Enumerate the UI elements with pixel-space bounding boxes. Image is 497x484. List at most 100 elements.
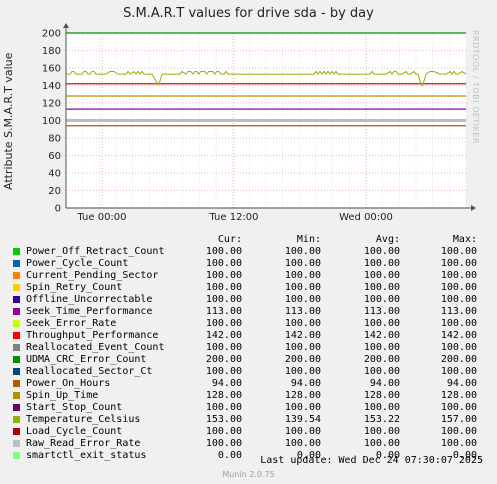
legend-cur-value: 100.00 [205, 258, 242, 269]
x-tick-label: Wed 00:00 [339, 212, 393, 223]
legend-cur-value: 100.00 [205, 366, 242, 377]
legend-avg-value: 100.00 [363, 402, 400, 413]
legend-swatch [13, 404, 20, 411]
x-tick-label: Tue 00:00 [76, 212, 126, 223]
legend-avg-value: 100.00 [363, 438, 400, 449]
series-line-temperature [66, 70, 467, 87]
legend-max-value: 100.00 [440, 438, 477, 449]
legend-swatch [13, 452, 20, 459]
legend-min-value: 200.00 [284, 354, 321, 365]
legend-row: Reallocated_Event_Count 100.00 100.00 100.0… [12, 342, 492, 354]
legend-row: Temperature_Celsius 153.00 139.54 153.22 157… [12, 414, 492, 426]
legend-swatch [13, 440, 20, 447]
legend-avg-value: 100.00 [363, 258, 400, 269]
legend-series-name: Spin_Retry_Count [26, 282, 123, 293]
legend-swatch [13, 416, 20, 423]
legend-min-value: 100.00 [284, 402, 321, 413]
legend-row: Start_Stop_Count 100.00 100.00 100.00 100.00 [12, 402, 492, 414]
legend-cur-value: 94.00 [211, 378, 242, 389]
legend-series-name: Power_Off_Retract_Count [26, 246, 165, 257]
legend-avg-value: 100.00 [363, 246, 400, 257]
legend-max-value: 100.00 [440, 342, 477, 353]
legend-min-value: 100.00 [284, 342, 321, 353]
legend-header-avg: Avg: [375, 234, 400, 245]
legend-cur-value: 100.00 [205, 402, 242, 413]
legend-row: Throughput_Performance 142.00 142.00 142.00… [12, 330, 492, 342]
legend-cur-value: 153.00 [205, 414, 242, 425]
legend-min-value: 142.00 [284, 330, 321, 341]
legend-min-value: 128.00 [284, 390, 321, 401]
legend-avg-value: 94.00 [369, 378, 400, 389]
legend-cur-value: 0.00 [217, 450, 242, 461]
legend-max-value: 94.00 [446, 378, 477, 389]
legend-row: Offline_Uncorrectable 100.00 100.00 100.00 1… [12, 294, 492, 306]
legend-min-value: 94.00 [290, 378, 321, 389]
legend-swatch [13, 380, 20, 387]
legend-rows: Power_Off_Retract_Count 100.00 100.00 100.0… [12, 246, 492, 462]
legend-min-value: 100.00 [284, 282, 321, 293]
legend-series-name: Reallocated_Sector_Ct [26, 366, 153, 377]
legend-min-value: 113.00 [284, 306, 321, 317]
legend-max-value: 142.00 [440, 330, 477, 341]
y-tick-label: 0 [55, 204, 61, 215]
legend-max-value: 100.00 [440, 426, 477, 437]
y-tick-label: 20 [48, 186, 61, 197]
legend-max-value: 100.00 [440, 366, 477, 377]
legend-series-name: Load_Cycle_Count [26, 426, 123, 437]
legend-min-value: 0.00 [296, 450, 321, 461]
legend-avg-value: 113.00 [363, 306, 400, 317]
legend-min-value: 100.00 [284, 318, 321, 329]
legend-series-name: Power_Cycle_Count [26, 258, 129, 269]
legend-avg-value: 100.00 [363, 342, 400, 353]
line-chart: 0 20 40 60 80 100 120 140 160 180 200 Tue 00:00 Tue … [42, 23, 476, 223]
legend-swatch [13, 296, 20, 303]
legend-swatch [13, 260, 20, 267]
legend-row: Spin_Up_Time 128.00 128.00 128.00 128.00 [12, 390, 492, 402]
y-tick-label: 180 [42, 46, 61, 57]
legend-series-name: Offline_Uncorrectable [26, 294, 153, 305]
legend-row: UDMA_CRC_Error_Count 200.00 200.00 200.00 20… [12, 354, 492, 366]
legend-min-value: 100.00 [284, 246, 321, 257]
last-update: Last update: Wed Dec 24 07:30:07 2025 [260, 455, 483, 466]
legend-header-min: Min: [296, 234, 321, 245]
munin-version: Munin 2.0.75 [222, 470, 275, 479]
legend-swatch [13, 356, 20, 363]
legend-avg-value: 100.00 [363, 318, 400, 329]
legend-max-value: 128.00 [440, 390, 477, 401]
legend-header-max: Max: [452, 234, 477, 245]
legend-avg-value: 100.00 [363, 270, 400, 281]
legend-swatch [13, 332, 20, 339]
legend-max-value: 100.00 [440, 402, 477, 413]
legend-max-value: 100.00 [440, 318, 477, 329]
y-tick-label: 140 [42, 81, 61, 92]
legend-series-name: Seek_Error_Rate [26, 318, 117, 329]
legend-swatch [13, 308, 20, 315]
legend-row: Reallocated_Sector_Ct 100.00 100.00 100.00 1… [12, 366, 492, 378]
legend-row: Power_Cycle_Count 100.00 100.00 100.00 100.0… [12, 258, 492, 270]
legend-swatch [13, 392, 20, 399]
y-tick-label: 40 [48, 169, 61, 180]
legend-table: Cur: Min: Avg: Max: Power_Off_Retract_Co… [12, 234, 492, 462]
legend-max-value: 100.00 [440, 294, 477, 305]
legend-min-value: 100.00 [284, 438, 321, 449]
legend-avg-value: 100.00 [363, 366, 400, 377]
legend-max-value: 100.00 [440, 246, 477, 257]
legend-series-name: Temperature_Celsius [26, 414, 141, 425]
legend-row: Power_Off_Retract_Count 100.00 100.00 100.0… [12, 246, 492, 258]
legend-row: Seek_Time_Performance 113.00 113.00 113.00 1… [12, 306, 492, 318]
legend-avg-value: 153.22 [363, 414, 400, 425]
legend-series-name: Spin_Up_Time [26, 390, 99, 401]
legend-swatch [13, 428, 20, 435]
legend-avg-value: 200.00 [363, 354, 400, 365]
legend-row: Seek_Error_Rate 100.00 100.00 100.00 100.00 [12, 318, 492, 330]
legend-swatch [13, 272, 20, 279]
x-axis-arrow [471, 205, 476, 211]
legend-series-name: Reallocated_Event_Count [26, 342, 165, 353]
legend-avg-value: 100.00 [363, 282, 400, 293]
legend-cur-value: 100.00 [205, 246, 242, 257]
legend-swatch [13, 248, 20, 255]
y-tick-label: 200 [42, 29, 61, 40]
legend-max-value: 113.00 [440, 306, 477, 317]
legend-row: Current_Pending_Sector 100.00 100.00 100.00… [12, 270, 492, 282]
